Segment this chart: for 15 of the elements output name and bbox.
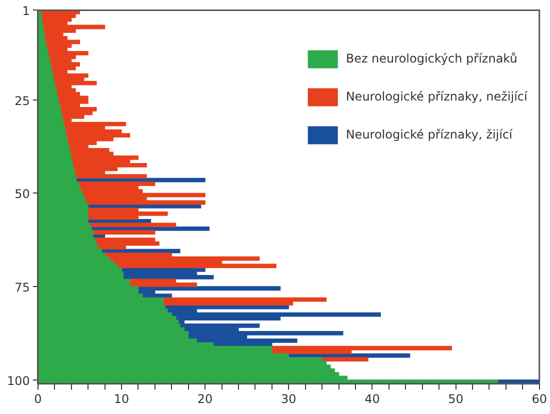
x-tick-label: 50	[448, 392, 464, 406]
x-tick-label: 60	[532, 392, 548, 406]
y-tick-label: 75	[14, 280, 30, 295]
y-tick-label: 100	[7, 374, 30, 388]
legend-label: Bez neurologických příznaků	[346, 51, 518, 66]
legend-label: Neurologické příznaky, žijící	[346, 127, 514, 142]
x-tick-label: 0	[34, 392, 42, 406]
x-tick-label: 40	[364, 392, 380, 406]
y-tick-label: 50	[14, 187, 30, 202]
y-tick-label: 1	[22, 4, 30, 18]
x-tick-label: 30	[280, 392, 296, 406]
y-tick-label: 25	[14, 94, 30, 108]
legend-label: Neurologické příznaky, nežijící	[346, 89, 528, 104]
x-tick-label: 10	[114, 392, 130, 406]
x-tick-label: 20	[197, 392, 213, 406]
